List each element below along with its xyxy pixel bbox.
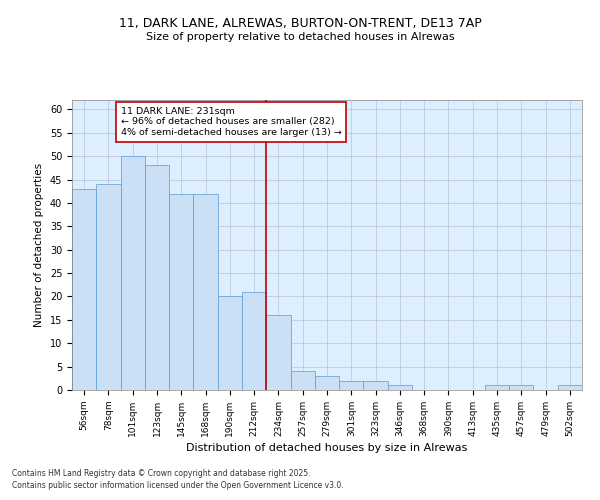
Bar <box>266 315 290 390</box>
Bar <box>509 386 533 390</box>
Text: Contains public sector information licensed under the Open Government Licence v3: Contains public sector information licen… <box>12 481 344 490</box>
Bar <box>558 386 582 390</box>
Bar <box>121 156 145 390</box>
Text: 11, DARK LANE, ALREWAS, BURTON-ON-TRENT, DE13 7AP: 11, DARK LANE, ALREWAS, BURTON-ON-TRENT,… <box>119 18 481 30</box>
Y-axis label: Number of detached properties: Number of detached properties <box>34 163 44 327</box>
Bar <box>339 380 364 390</box>
X-axis label: Distribution of detached houses by size in Alrewas: Distribution of detached houses by size … <box>187 443 467 453</box>
Bar <box>388 386 412 390</box>
Bar <box>72 189 96 390</box>
Bar <box>315 376 339 390</box>
Bar <box>242 292 266 390</box>
Bar <box>485 386 509 390</box>
Text: Size of property relative to detached houses in Alrewas: Size of property relative to detached ho… <box>146 32 454 42</box>
Bar <box>364 380 388 390</box>
Text: 11 DARK LANE: 231sqm
← 96% of detached houses are smaller (282)
4% of semi-detac: 11 DARK LANE: 231sqm ← 96% of detached h… <box>121 107 341 137</box>
Text: Contains HM Land Registry data © Crown copyright and database right 2025.: Contains HM Land Registry data © Crown c… <box>12 468 311 477</box>
Bar <box>193 194 218 390</box>
Bar <box>218 296 242 390</box>
Bar <box>96 184 121 390</box>
Bar <box>145 166 169 390</box>
Bar <box>290 372 315 390</box>
Bar <box>169 194 193 390</box>
